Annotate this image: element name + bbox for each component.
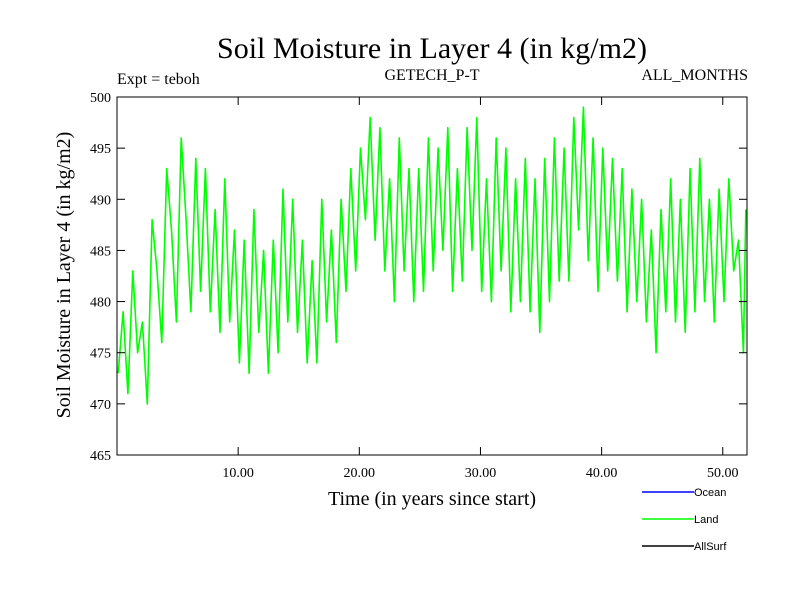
legend: Ocean Land AllSurf: [642, 487, 727, 553]
y-tick-label-500: 500: [90, 91, 111, 106]
x-tick-label-40: 40.00: [586, 466, 618, 481]
series-layer: [117, 106, 747, 405]
x-tick-label-10: 10.00: [222, 466, 254, 481]
x-tick-label-50: 50.00: [707, 466, 739, 481]
y-tick-label-490: 490: [90, 193, 111, 208]
chart-title: Soil Moisture in Layer 4 (in kg/m2): [217, 32, 647, 65]
tick-layer: 465 470 475 480 485 490 495 500 10.00 20.00 30.00 4…: [90, 91, 747, 481]
y-tick-label-485: 485: [90, 244, 111, 259]
legend-allsurf-label: AllSurf: [694, 541, 727, 553]
dataset-label: GETECH_P-T: [384, 67, 479, 84]
experiment-label: Expt = teboh: [117, 71, 200, 88]
y-tick-label-465: 465: [90, 449, 111, 464]
plot-frame: [116, 96, 748, 456]
y-tick-label-470: 470: [90, 398, 111, 413]
y-axis-label: Soil Moisture in Layer 4 (in kg/m2): [53, 132, 75, 419]
x-tick-label-30: 30.00: [465, 466, 497, 481]
y-tick-label-480: 480: [90, 296, 111, 311]
y-tick-label-475: 475: [90, 347, 111, 362]
period-label: ALL_MONTHS: [641, 67, 748, 84]
legend-land-label: Land: [694, 514, 718, 526]
x-axis-label: Time (in years since start): [328, 488, 536, 510]
x-tick-label-20: 20.00: [344, 466, 376, 481]
series-line-land: [117, 106, 747, 405]
y-tick-label-495: 495: [90, 142, 111, 157]
legend-ocean-label: Ocean: [694, 487, 726, 499]
